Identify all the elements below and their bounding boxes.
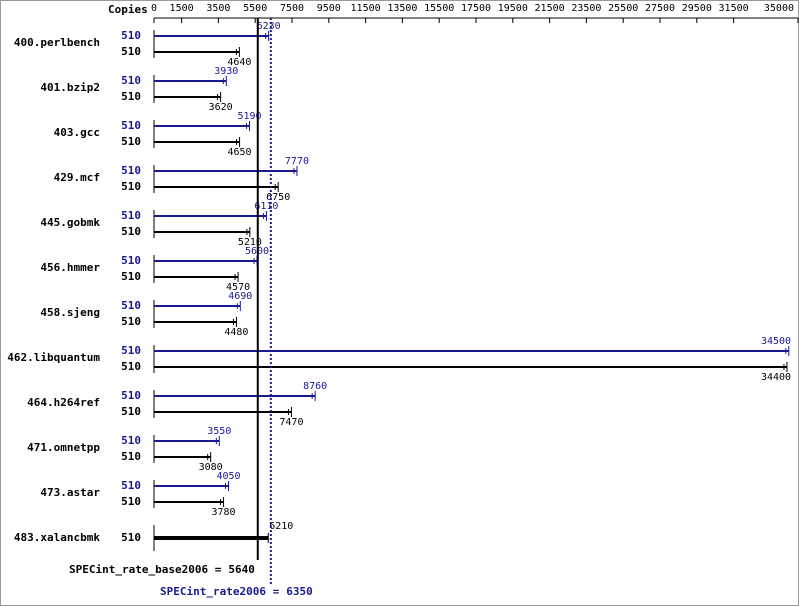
x-tick-label: 15500 xyxy=(424,3,454,14)
x-tick-label: 25500 xyxy=(608,3,638,14)
peak-value-label: 7770 xyxy=(285,156,309,167)
benchmark-name: 471.omnetpp xyxy=(27,441,100,454)
base-copies: 510 xyxy=(121,135,141,148)
peak-value-label: 6230 xyxy=(257,21,281,32)
peak-value-label: 6110 xyxy=(254,201,278,212)
peak-copies: 510 xyxy=(121,164,141,177)
x-tick-label: 19500 xyxy=(498,3,528,14)
peak-value-label: 4690 xyxy=(228,291,252,302)
x-tick-label: 7500 xyxy=(280,3,304,14)
base-copies: 510 xyxy=(121,270,141,283)
base-value-label: 3080 xyxy=(199,462,223,473)
peak-copies: 510 xyxy=(121,119,141,132)
base-value-label: 34400 xyxy=(761,372,791,383)
base-copies: 510 xyxy=(121,90,141,103)
x-tick-label: 1500 xyxy=(170,3,194,14)
base-value-label: 4480 xyxy=(224,327,248,338)
peak-value-label: 34500 xyxy=(761,336,791,347)
peak-copies: 510 xyxy=(121,434,141,447)
x-tick-label: 9500 xyxy=(317,3,341,14)
peak-copies: 510 xyxy=(121,254,141,267)
base-copies: 510 xyxy=(121,495,141,508)
peak-summary: SPECint_rate2006 = 6350 xyxy=(160,585,313,598)
base-summary-value: 5640 xyxy=(228,563,255,576)
peak-value-label: 5190 xyxy=(237,111,261,122)
base-copies: 510 xyxy=(121,315,141,328)
x-tick-label: 35000 xyxy=(764,3,794,14)
peak-summary-value: 6350 xyxy=(286,585,313,598)
x-tick-label: 21500 xyxy=(535,3,565,14)
benchmark-name: 458.sjeng xyxy=(40,306,100,319)
x-tick-label: 23500 xyxy=(571,3,601,14)
base-copies: 510 xyxy=(121,45,141,58)
x-tick-label: 13500 xyxy=(387,3,417,14)
benchmark-name: 464.h264ref xyxy=(27,396,100,409)
peak-value-label: 3930 xyxy=(214,66,238,77)
base-value-label: 3780 xyxy=(212,507,236,518)
peak-copies: 510 xyxy=(121,479,141,492)
benchmark-name: 400.perlbench xyxy=(14,36,100,49)
base-copies: 510 xyxy=(121,225,141,238)
peak-copies: 510 xyxy=(121,209,141,222)
peak-summary-label: SPECint_rate2006 = xyxy=(160,585,280,598)
peak-copies: 510 xyxy=(121,74,141,87)
peak-copies: 510 xyxy=(121,29,141,42)
base-value-label: 5210 xyxy=(238,237,262,248)
base-copies: 510 xyxy=(121,405,141,418)
base-value-label: 7470 xyxy=(279,417,303,428)
x-tick-label: 27500 xyxy=(645,3,675,14)
peak-copies: 510 xyxy=(121,389,141,402)
x-tick-label: 0 xyxy=(151,3,157,14)
base-summary-label: SPECint_rate_base2006 = xyxy=(69,563,222,576)
base-value-label: 4570 xyxy=(226,282,250,293)
benchmark-name: 462.libquantum xyxy=(7,351,100,364)
peak-copies: 510 xyxy=(121,299,141,312)
base-value-label: 4650 xyxy=(228,147,252,158)
x-tick-label: 29500 xyxy=(682,3,712,14)
x-tick-label: 31500 xyxy=(719,3,749,14)
base-copies: 510 xyxy=(121,180,141,193)
base-copies: 510 xyxy=(121,360,141,373)
base-value-label: 6210 xyxy=(269,521,293,532)
base-value-label: 6750 xyxy=(266,192,290,203)
x-tick-label: 3500 xyxy=(206,3,230,14)
x-tick-label: 5500 xyxy=(243,3,267,14)
benchmark-name: 401.bzip2 xyxy=(40,81,100,94)
peak-value-label: 3550 xyxy=(207,426,231,437)
benchmark-name: 456.hmmer xyxy=(40,261,100,274)
benchmark-name: 473.astar xyxy=(40,486,100,499)
x-tick-label: 17500 xyxy=(461,3,491,14)
base-value-label: 4640 xyxy=(227,57,251,68)
base-copies: 510 xyxy=(121,531,141,544)
base-copies: 510 xyxy=(121,450,141,463)
benchmark-name: 403.gcc xyxy=(54,126,100,139)
benchmark-name: 483.xalancbmk xyxy=(14,531,100,544)
peak-value-label: 4050 xyxy=(216,471,240,482)
benchmark-name: 429.mcf xyxy=(54,171,100,184)
x-tick-label: 11500 xyxy=(351,3,381,14)
base-value-label: 3620 xyxy=(209,102,233,113)
axis-label: Copies xyxy=(108,3,148,16)
benchmark-name: 445.gobmk xyxy=(40,216,100,229)
peak-copies: 510 xyxy=(121,344,141,357)
peak-value-label: 8760 xyxy=(303,381,327,392)
base-summary: SPECint_rate_base2006 = 5640 xyxy=(69,563,255,576)
